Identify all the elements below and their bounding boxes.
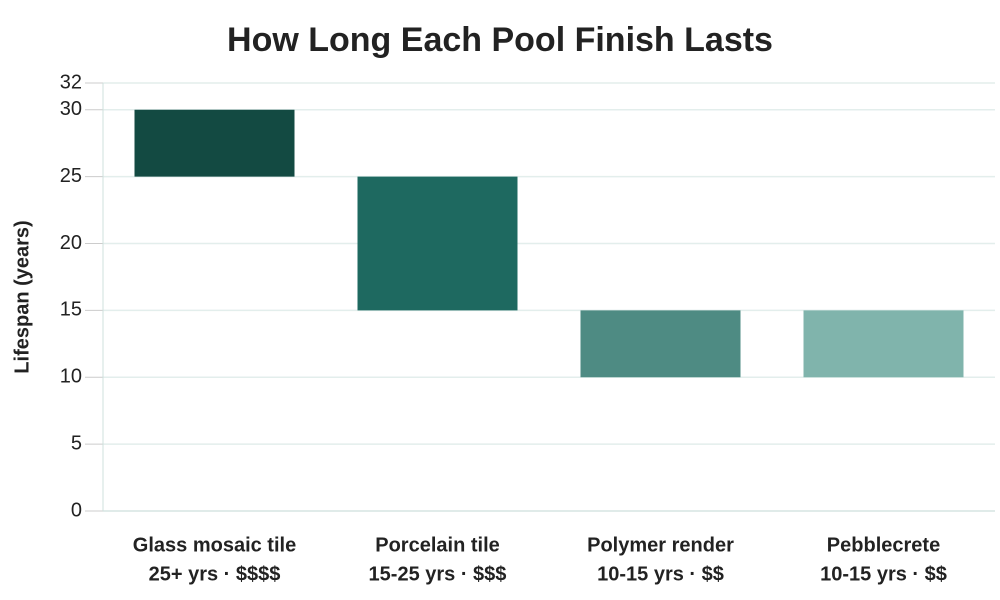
x-tick-label: Glass mosaic tile: [133, 534, 296, 556]
x-tick-label: Porcelain tile: [375, 534, 500, 556]
x-tick-label: 10-15 yrs · $$: [820, 563, 947, 585]
x-tick-label: 10-15 yrs · $$: [597, 563, 724, 585]
y-tick-label: 25: [60, 165, 82, 187]
bar: [803, 310, 964, 378]
y-tick-label: 5: [71, 432, 82, 454]
y-tick-label: 30: [60, 98, 82, 120]
x-tick-label: Pebblecrete: [827, 534, 940, 556]
y-tick-label: 10: [60, 366, 82, 388]
x-tick-label: 25+ yrs · $$$$: [149, 563, 281, 585]
bar: [580, 310, 741, 378]
y-tick-label: 32: [60, 71, 82, 93]
x-tick-label: Polymer render: [587, 534, 734, 556]
bar: [357, 176, 518, 311]
x-tick-label: 15-25 yrs · $$$: [369, 563, 507, 585]
chart-title: How Long Each Pool Finish Lasts: [227, 21, 773, 59]
y-tick-label: 15: [60, 299, 82, 321]
y-axis-label: Lifespan (years): [11, 220, 33, 373]
bar: [134, 109, 295, 177]
y-tick-label: 0: [71, 499, 82, 521]
y-tick-label: 20: [60, 232, 82, 254]
